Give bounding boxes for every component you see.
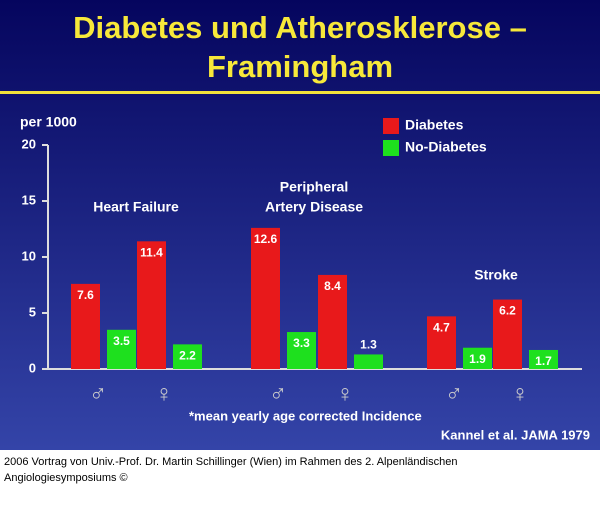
background [0, 0, 600, 450]
value-label: 4.7 [433, 321, 450, 335]
y-axis-label: per 1000 [20, 114, 77, 130]
chart-title: Diabetes und Atherosklerose – [73, 10, 527, 45]
bar [173, 344, 202, 369]
footer-text: 2006 Vortrag von Univ.-Prof. Dr. Martin … [4, 456, 457, 468]
bar [463, 347, 492, 369]
bar [107, 329, 136, 369]
value-label: 12.6 [254, 232, 278, 246]
footer-background [0, 450, 600, 511]
bar [427, 316, 456, 369]
bar [354, 354, 383, 369]
value-label: 6.2 [499, 304, 516, 318]
legend-label: No-Diabetes [405, 139, 487, 155]
value-label: 8.4 [324, 279, 341, 293]
legend-swatch [383, 140, 399, 156]
footer-text: Angiologiesymposiums © [4, 472, 128, 484]
y-tick-label: 20 [22, 136, 36, 151]
value-label: 1.3 [360, 338, 377, 352]
value-label: 11.4 [140, 245, 163, 259]
bar [529, 349, 558, 369]
x-tick-label: ♂ [89, 380, 107, 407]
legend-swatch [383, 118, 399, 134]
group-label: Peripheral [280, 179, 348, 195]
value-label: 3.5 [113, 334, 130, 348]
y-tick-label: 15 [22, 192, 36, 207]
legend-label: Diabetes [405, 117, 464, 133]
title-rule [0, 91, 600, 94]
chart-title: Framingham [207, 49, 393, 84]
y-tick-label: 0 [29, 360, 36, 375]
bar [493, 299, 522, 369]
bar [287, 332, 316, 369]
value-label: 3.3 [293, 336, 310, 350]
footnote: *mean yearly age corrected Incidence [189, 408, 422, 423]
x-tick-label: ♀ [336, 380, 354, 407]
value-label: 7.6 [77, 288, 94, 302]
bar [71, 283, 100, 369]
value-label: 2.2 [179, 349, 196, 363]
group-label: Heart Failure [93, 199, 179, 215]
group-label: Artery Disease [265, 199, 363, 215]
group-label: Stroke [474, 267, 518, 283]
x-tick-label: ♀ [511, 380, 529, 407]
y-tick-label: 5 [29, 304, 36, 319]
source: Kannel et al. JAMA 1979 [441, 427, 590, 442]
x-tick-label: ♂ [445, 380, 463, 407]
x-tick-label: ♀ [155, 380, 173, 407]
bar [137, 241, 166, 369]
bar [251, 227, 280, 369]
value-label: 1.7 [535, 354, 552, 368]
value-label: 1.9 [469, 352, 486, 366]
x-tick-label: ♂ [269, 380, 287, 407]
y-tick-label: 10 [22, 248, 36, 263]
bar [318, 274, 347, 369]
